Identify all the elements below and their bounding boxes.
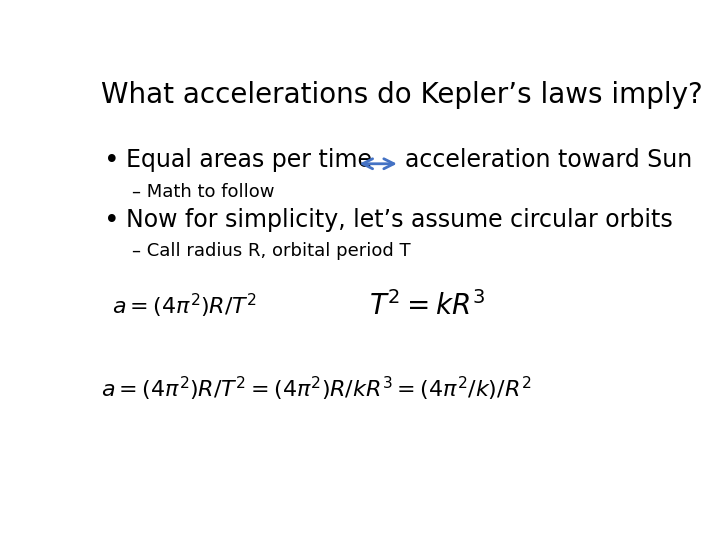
Text: •: • (104, 208, 120, 234)
Text: What accelerations do Kepler’s laws imply?: What accelerations do Kepler’s laws impl… (101, 82, 703, 110)
Text: acceleration toward Sun: acceleration toward Sun (405, 148, 693, 172)
FancyArrowPatch shape (363, 159, 394, 169)
Text: •: • (104, 148, 120, 174)
Text: $a = (4\pi^2)R/T^2$: $a = (4\pi^2)R/T^2$ (112, 292, 257, 320)
Text: $T^2 = kR^3$: $T^2 = kR^3$ (369, 292, 485, 321)
Text: Equal areas per time: Equal areas per time (126, 148, 372, 172)
Text: $a = (4\pi^2)R/T^2 = (4\pi^2)R/kR^3 = (4\pi^2/k)/R^2$: $a = (4\pi^2)R/T^2 = (4\pi^2)R/kR^3 = (4… (101, 375, 531, 403)
Text: – Math to follow: – Math to follow (132, 183, 274, 201)
Text: Now for simplicity, let’s assume circular orbits: Now for simplicity, let’s assume circula… (126, 208, 673, 232)
Text: – Call radius R, orbital period T: – Call radius R, orbital period T (132, 241, 410, 260)
